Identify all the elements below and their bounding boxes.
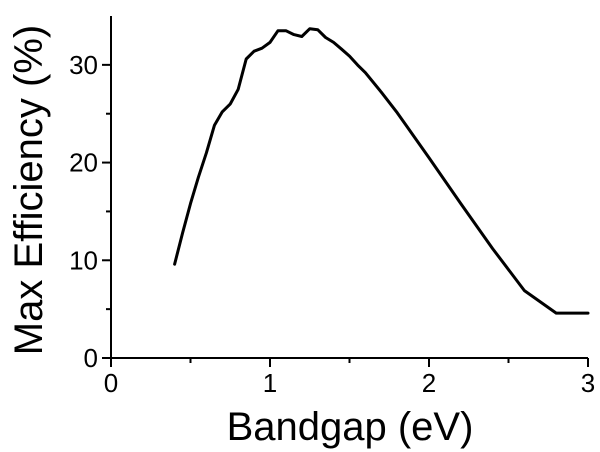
x-tick-label: 2 bbox=[422, 368, 436, 398]
y-tick-label: 30 bbox=[69, 50, 98, 80]
y-tick-label: 20 bbox=[69, 148, 98, 178]
x-tick-label: 1 bbox=[263, 368, 277, 398]
x-tick-label: 0 bbox=[104, 368, 118, 398]
y-tick-label: 0 bbox=[84, 343, 98, 373]
series-line bbox=[173, 27, 590, 315]
x-tick-label: 3 bbox=[581, 368, 595, 398]
y-tick-label: 10 bbox=[69, 245, 98, 275]
ticks bbox=[102, 63, 589, 367]
y-axis-title: Max Efficiency (%) bbox=[7, 25, 51, 355]
axes bbox=[110, 16, 588, 359]
x-axis-title: Bandgap (eV) bbox=[227, 405, 474, 449]
